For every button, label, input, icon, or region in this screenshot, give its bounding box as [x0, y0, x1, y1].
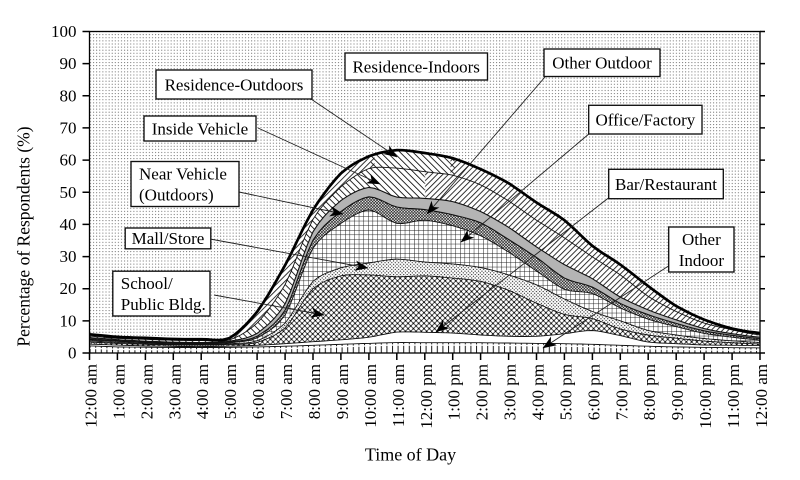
- svg-text:Percentage of Respondents (%): Percentage of Respondents (%): [14, 126, 34, 346]
- svg-text:50: 50: [60, 183, 77, 202]
- svg-text:5:00 am: 5:00 am: [221, 364, 240, 419]
- svg-text:Office/Factory: Office/Factory: [596, 110, 696, 129]
- svg-text:70: 70: [60, 118, 77, 137]
- svg-text:3:00 am: 3:00 am: [165, 364, 184, 419]
- svg-text:6:00 pm: 6:00 pm: [584, 364, 603, 420]
- svg-text:Inside Vehicle: Inside Vehicle: [152, 119, 248, 138]
- svg-text:9:00 pm: 9:00 pm: [668, 364, 687, 420]
- svg-text:40: 40: [60, 215, 77, 234]
- svg-text:8:00 am: 8:00 am: [305, 364, 324, 419]
- svg-text:8:00 pm: 8:00 pm: [640, 364, 659, 420]
- svg-text:Residence-Indoors: Residence-Indoors: [352, 57, 479, 76]
- svg-text:10: 10: [60, 311, 77, 330]
- svg-text:Indoor: Indoor: [679, 251, 725, 270]
- svg-text:12:00 am: 12:00 am: [752, 364, 771, 428]
- svg-text:10:00 pm: 10:00 pm: [696, 364, 715, 429]
- svg-text:9:00 am: 9:00 am: [333, 364, 352, 419]
- svg-text:4:00 am: 4:00 am: [193, 364, 212, 419]
- svg-text:7:00 pm: 7:00 pm: [612, 364, 631, 420]
- svg-text:6:00 am: 6:00 am: [249, 364, 268, 419]
- svg-text:12:00 am: 12:00 am: [82, 364, 101, 428]
- svg-text:Other Outdoor: Other Outdoor: [552, 54, 652, 73]
- svg-text:100: 100: [51, 22, 77, 41]
- svg-text:7:00 am: 7:00 am: [277, 364, 296, 419]
- svg-text:3:00 pm: 3:00 pm: [501, 364, 520, 420]
- svg-text:Other: Other: [682, 230, 721, 249]
- svg-text:2:00 am: 2:00 am: [137, 364, 156, 419]
- svg-text:Mall/Store: Mall/Store: [132, 229, 205, 248]
- svg-text:90: 90: [60, 54, 77, 73]
- svg-text:Bar/Restaurant: Bar/Restaurant: [615, 175, 717, 194]
- svg-text:60: 60: [60, 151, 77, 170]
- svg-text:11:00 am: 11:00 am: [389, 364, 408, 427]
- svg-text:2:00 pm: 2:00 pm: [473, 364, 492, 420]
- svg-text:11:00 pm: 11:00 pm: [724, 364, 743, 428]
- svg-text:12:00 pm: 12:00 pm: [417, 364, 436, 429]
- svg-text:Near Vehicle: Near Vehicle: [139, 164, 227, 183]
- svg-text:30: 30: [60, 247, 77, 266]
- svg-text:4:00 pm: 4:00 pm: [529, 364, 548, 420]
- svg-text:School/: School/: [121, 274, 173, 293]
- svg-text:Time of Day: Time of Day: [365, 445, 456, 465]
- svg-text:1:00 am: 1:00 am: [109, 364, 128, 419]
- svg-text:10:00 am: 10:00 am: [361, 364, 380, 428]
- svg-text:Residence-Outdoors: Residence-Outdoors: [165, 75, 304, 94]
- svg-text:80: 80: [60, 86, 77, 105]
- svg-text:Public Bldg.: Public Bldg.: [121, 295, 206, 314]
- svg-text:0: 0: [68, 344, 77, 363]
- svg-text:5:00 pm: 5:00 pm: [556, 364, 575, 420]
- svg-text:(Outdoors): (Outdoors): [139, 185, 214, 204]
- svg-text:20: 20: [60, 279, 77, 298]
- svg-text:1:00 pm: 1:00 pm: [445, 364, 464, 420]
